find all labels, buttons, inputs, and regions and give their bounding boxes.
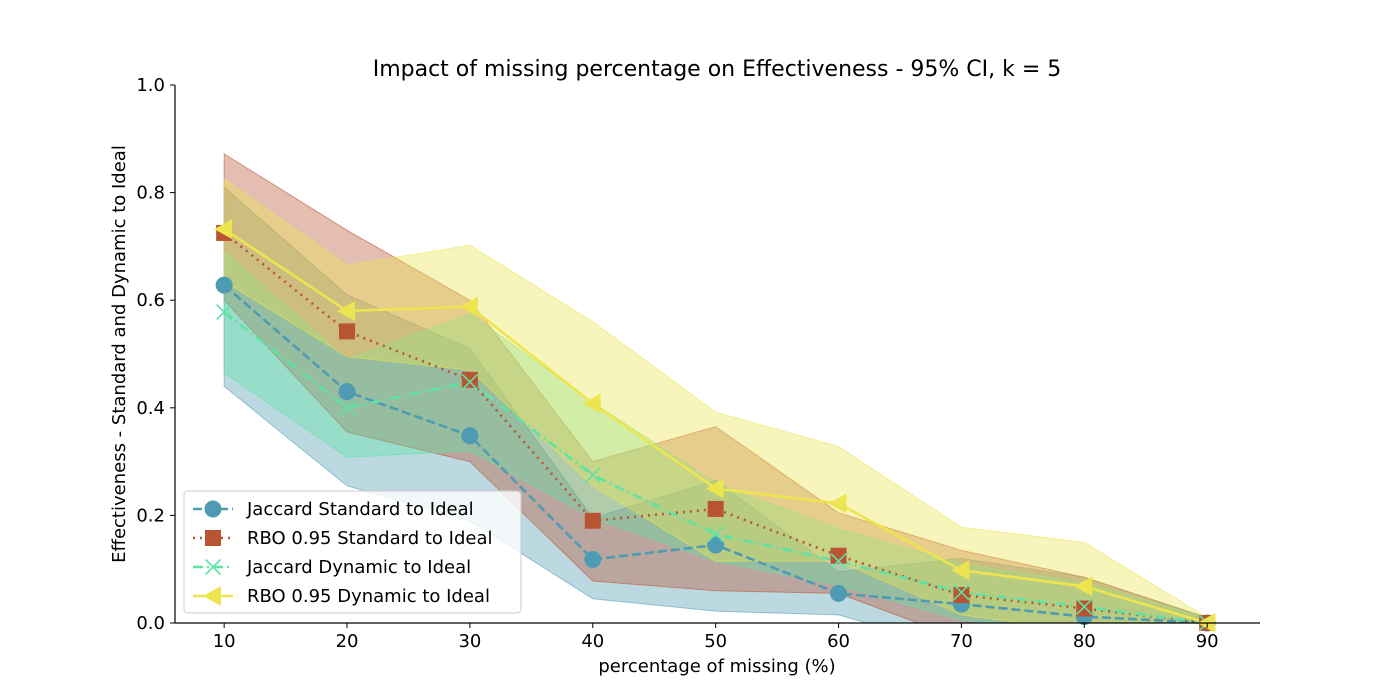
x-tick-label: 40 (581, 631, 604, 652)
data-point-jaccard-dynamic-to-ideal (216, 303, 233, 321)
y-tick-label: 0.6 (136, 290, 165, 311)
x-tick-label: 70 (950, 631, 973, 652)
x-tick-label: 30 (458, 631, 481, 652)
x-tick-label: 90 (1196, 631, 1219, 652)
data-point-rbo-0-95-dynamic-to-ideal (1074, 576, 1093, 597)
data-point-rbo-0-95-dynamic-to-ideal (582, 393, 601, 414)
legend-label-jaccard-dynamic-to-ideal: Jaccard Dynamic to Ideal (246, 557, 471, 578)
x-ticks: 10 20 30 40 50 60 70 80 90 (213, 623, 1219, 652)
data-point-rbo-0-95-dynamic-to-ideal (337, 300, 356, 321)
data-point-rbo-0-95-standard-to-ideal (461, 371, 478, 388)
data-point-jaccard-standard-to-ideal (461, 427, 479, 445)
legend-label-rbo-0-95-standard-to-ideal: RBO 0.95 Standard to Ideal (247, 528, 492, 549)
x-tick-label: 50 (704, 631, 727, 652)
ci-band-rbo-0-95-dynamic-to-ideal (223, 178, 1208, 623)
legend-box (183, 490, 522, 614)
data-point-rbo-0-95-dynamic-to-ideal (459, 296, 478, 317)
chart-title: Impact of missing percentage on Effectiv… (373, 57, 1062, 82)
series-markers (214, 219, 1216, 633)
data-point-jaccard-standard-to-ideal (338, 383, 356, 401)
x-tick-label: 80 (1073, 631, 1096, 652)
data-point-jaccard-dynamic-to-ideal (1076, 598, 1093, 615)
x-tick-label: 60 (827, 631, 850, 652)
legend-marker-jaccard-standard-to-ideal (204, 500, 222, 518)
data-point-rbo-0-95-standard-to-ideal (707, 500, 724, 517)
data-point-rbo-0-95-standard-to-ideal (953, 587, 970, 604)
y-tick-label: 1.0 (136, 75, 165, 96)
legend-marker-jaccard-dynamic-to-ideal (204, 558, 222, 576)
data-point-rbo-0-95-dynamic-to-ideal (214, 219, 233, 240)
data-point-jaccard-dynamic-to-ideal (461, 373, 478, 391)
data-point-jaccard-dynamic-to-ideal (953, 584, 970, 601)
data-point-rbo-0-95-dynamic-to-ideal (705, 478, 724, 499)
data-point-rbo-0-95-standard-to-ideal (339, 323, 356, 340)
legend-marker-rbo-0-95-standard-to-ideal (205, 530, 221, 546)
data-point-jaccard-standard-to-ideal (830, 584, 848, 602)
y-axis-label: Effectiveness - Standard and Dynamic to … (109, 145, 130, 563)
y-tick-label: 0.2 (136, 505, 165, 526)
data-point-jaccard-dynamic-to-ideal (830, 553, 847, 570)
x-axis-label: percentage of missing (%) (598, 656, 835, 677)
data-point-jaccard-dynamic-to-ideal (707, 526, 724, 543)
data-point-jaccard-standard-to-ideal (215, 276, 233, 294)
y-ticks: 0.0 0.2 0.4 0.6 0.8 1.0 (136, 75, 175, 634)
data-point-rbo-0-95-dynamic-to-ideal (951, 560, 970, 581)
legend-label-jaccard-standard-to-ideal: Jaccard Standard to Ideal (246, 499, 474, 520)
data-point-jaccard-dynamic-to-ideal (338, 399, 356, 416)
legend-marker-rbo-0-95-dynamic-to-ideal (203, 586, 221, 606)
legend-label-rbo-0-95-dynamic-to-ideal: RBO 0.95 Dynamic to Ideal (247, 586, 490, 607)
data-point-rbo-0-95-standard-to-ideal (1076, 600, 1093, 617)
y-tick-label: 0.4 (136, 398, 165, 419)
legend: Jaccard Standard to Ideal RBO 0.95 Standa… (183, 490, 522, 614)
x-tick-label: 20 (336, 631, 359, 652)
axes (174, 85, 1260, 624)
x-tick-label: 10 (213, 631, 236, 652)
y-tick-label: 0.0 (136, 613, 165, 634)
data-point-jaccard-standard-to-ideal (707, 536, 725, 554)
y-tick-label: 0.8 (136, 183, 165, 204)
data-point-jaccard-dynamic-to-ideal (584, 466, 601, 484)
data-point-rbo-0-95-standard-to-ideal (584, 512, 601, 529)
data-point-rbo-0-95-dynamic-to-ideal (828, 493, 847, 514)
series-line-jaccard-dynamic-to-ideal (223, 311, 1208, 625)
ci-band-rbo-0-95-standard-to-ideal (223, 152, 1208, 623)
data-point-rbo-0-95-standard-to-ideal (830, 547, 847, 564)
data-point-jaccard-standard-to-ideal (584, 551, 602, 569)
